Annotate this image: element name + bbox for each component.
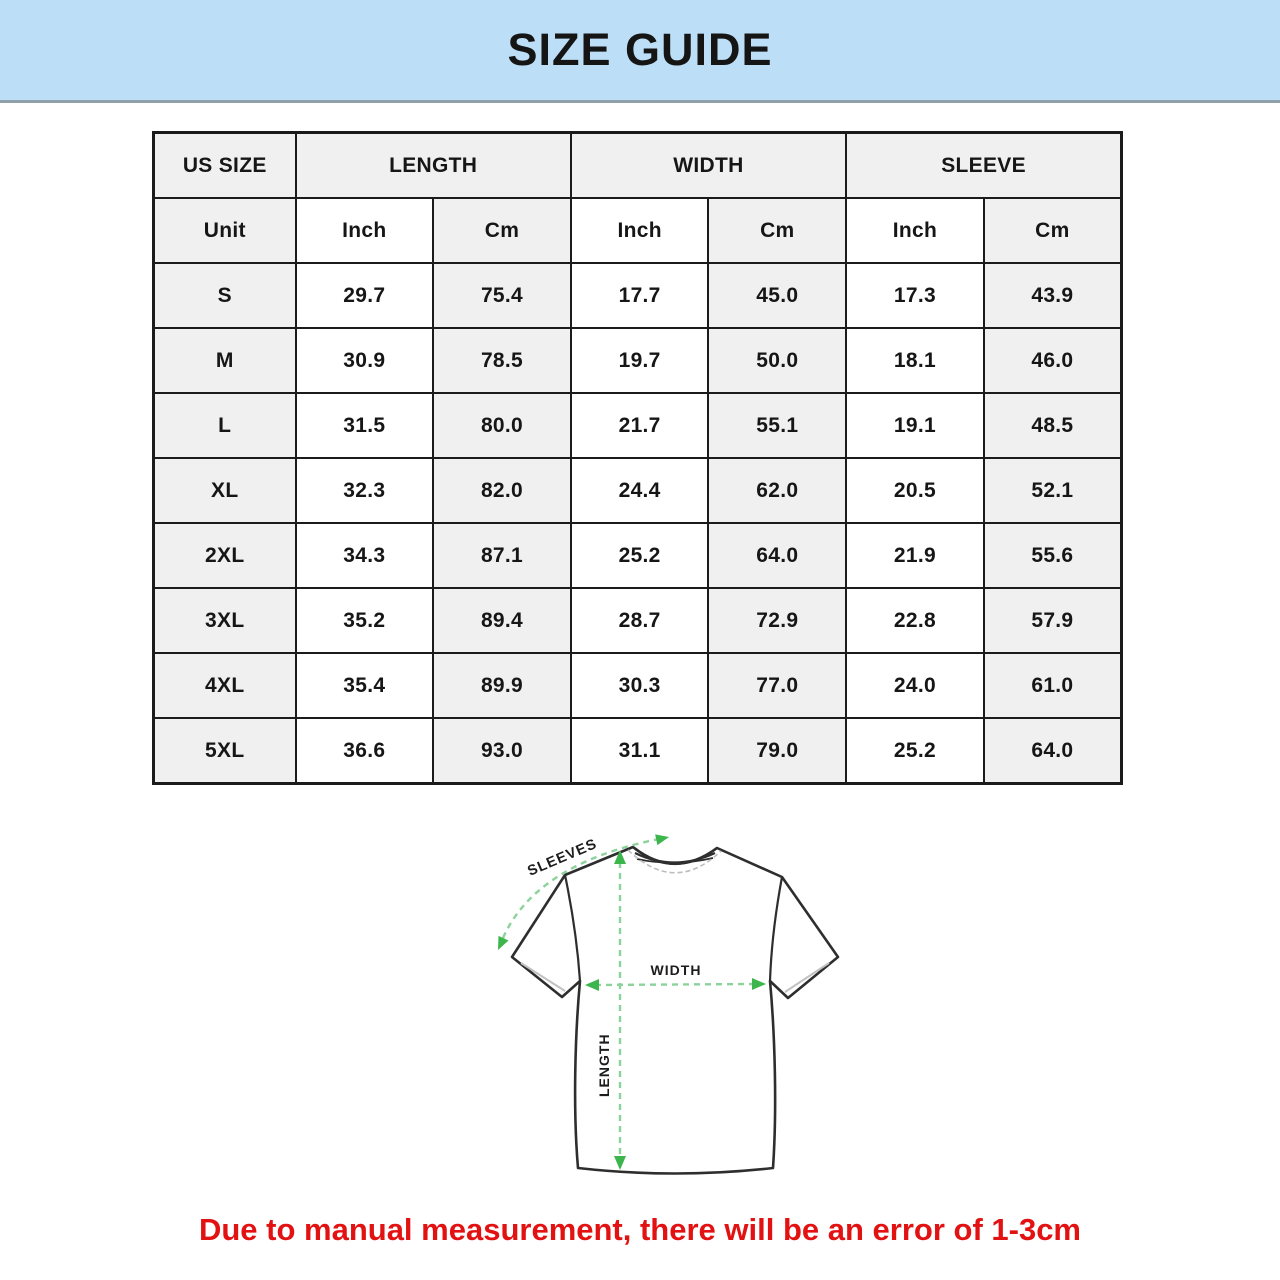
table-cell: 35.2: [294, 587, 435, 654]
table-row: 3XL 35.2 89.4 28.7 72.9 22.8 57.9: [152, 587, 1123, 654]
length-arrow: [614, 850, 626, 1170]
unit-inch-header: Inch: [845, 197, 985, 264]
table-cell: 45.0: [707, 262, 848, 329]
table-cell: 89.4: [432, 587, 572, 654]
unit-header-row: Unit Inch Cm Inch Cm Inch Cm: [152, 197, 1123, 264]
table-cell: 43.9: [982, 262, 1123, 329]
table-cell: 25.2: [569, 522, 710, 589]
width-arrow: [585, 978, 766, 991]
collar-rib-1: [632, 846, 718, 865]
table-cell: 19.7: [569, 327, 710, 394]
table-cell: 18.1: [845, 327, 985, 394]
table-row: M 30.9 78.5 19.7 50.0 18.1 46.0: [152, 327, 1123, 394]
length-label: LENGTH: [596, 1033, 612, 1097]
table-cell: 21.7: [569, 392, 710, 459]
table-cell: 57.9: [982, 587, 1123, 654]
header-banner: SIZE GUIDE: [0, 0, 1280, 103]
sleeve-seam-left: [563, 874, 582, 982]
table-cell: 46.0: [982, 327, 1123, 394]
table-cell: 52.1: [982, 457, 1123, 524]
table-cell: 30.3: [569, 652, 710, 719]
table-cell: 55.1: [707, 392, 848, 459]
sleeves-arrow: [498, 834, 669, 950]
table-cell: 55.6: [982, 522, 1123, 589]
table-cell: 64.0: [982, 717, 1123, 785]
tshirt-diagram: LENGTH WIDTH SLEEVES: [498, 834, 840, 1175]
table-cell: 30.9: [294, 327, 435, 394]
size-label: 5XL: [152, 717, 297, 785]
size-label: S: [152, 262, 297, 329]
table-cell: 22.8: [845, 587, 985, 654]
size-label: 3XL: [152, 587, 297, 654]
unit-header: Unit: [152, 197, 297, 264]
width-label: WIDTH: [651, 962, 702, 978]
unit-cm-header: Cm: [707, 197, 848, 264]
collar-rib-3: [636, 857, 714, 864]
col-header-length: LENGTH: [294, 131, 572, 199]
table-row: 4XL 35.4 89.9 30.3 77.0 24.0 61.0: [152, 652, 1123, 719]
size-label: L: [152, 392, 297, 459]
table-cell: 19.1: [845, 392, 985, 459]
sleeve-seam-right: [768, 876, 784, 982]
table-cell: 36.6: [294, 717, 435, 785]
table-row: S 29.7 75.4 17.7 45.0 17.3 43.9: [152, 262, 1123, 329]
col-header-sleeve: SLEEVE: [845, 131, 1123, 199]
table-cell: 24.4: [569, 457, 710, 524]
table-cell: 32.3: [294, 457, 435, 524]
table-cell: 29.7: [294, 262, 435, 329]
table-cell: 17.3: [845, 262, 985, 329]
size-label: 2XL: [152, 522, 297, 589]
table-cell: 93.0: [432, 717, 572, 785]
col-header-width: WIDTH: [569, 131, 848, 199]
table-cell: 21.9: [845, 522, 985, 589]
cuff-line-left: [520, 962, 566, 992]
size-table: US SIZE LENGTH WIDTH SLEEVE Unit Inch Cm…: [152, 131, 1123, 785]
table-cell: 48.5: [982, 392, 1123, 459]
cuff-line-right: [784, 962, 830, 993]
table-cell: 77.0: [707, 652, 848, 719]
table-cell: 89.9: [432, 652, 572, 719]
table-row: 2XL 34.3 87.1 25.2 64.0 21.9 55.6: [152, 522, 1123, 589]
table-cell: 31.1: [569, 717, 710, 785]
unit-inch-header: Inch: [294, 197, 435, 264]
table-cell: 78.5: [432, 327, 572, 394]
table-cell: 80.0: [432, 392, 572, 459]
table-cell: 24.0: [845, 652, 985, 719]
table-cell: 62.0: [707, 457, 848, 524]
table-row: 5XL 36.6 93.0 31.1 79.0 25.2 64.0: [152, 717, 1123, 785]
table-cell: 34.3: [294, 522, 435, 589]
measurement-disclaimer: Due to manual measurement, there will be…: [198, 1212, 1082, 1247]
table-cell: 72.9: [707, 587, 848, 654]
unit-inch-header: Inch: [569, 197, 710, 264]
back-neck-curve: [627, 849, 722, 874]
table-cell: 61.0: [982, 652, 1123, 719]
table-cell: 17.7: [569, 262, 710, 329]
size-label: XL: [152, 457, 297, 524]
tshirt-outline: [510, 845, 840, 1175]
size-label: 4XL: [152, 652, 297, 719]
unit-cm-header: Cm: [982, 197, 1123, 264]
table-cell: 87.1: [432, 522, 572, 589]
table-cell: 31.5: [294, 392, 435, 459]
table-cell: 28.7: [569, 587, 710, 654]
table-cell: 82.0: [432, 457, 572, 524]
size-label: M: [152, 327, 297, 394]
table-cell: 20.5: [845, 457, 985, 524]
table-cell: 79.0: [707, 717, 848, 785]
col-header-us-size: US SIZE: [152, 131, 297, 199]
table-cell: 25.2: [845, 717, 985, 785]
unit-cm-header: Cm: [432, 197, 572, 264]
table-cell: 50.0: [707, 327, 848, 394]
table-cell: 35.4: [294, 652, 435, 719]
group-header-row: US SIZE LENGTH WIDTH SLEEVE: [152, 131, 1123, 199]
table-cell: 75.4: [432, 262, 572, 329]
table-cell: 64.0: [707, 522, 848, 589]
table-row: L 31.5 80.0 21.7 55.1 19.1 48.5: [152, 392, 1123, 459]
page-title: SIZE GUIDE: [507, 24, 773, 75]
table-row: XL 32.3 82.0 24.4 62.0 20.5 52.1: [152, 457, 1123, 524]
